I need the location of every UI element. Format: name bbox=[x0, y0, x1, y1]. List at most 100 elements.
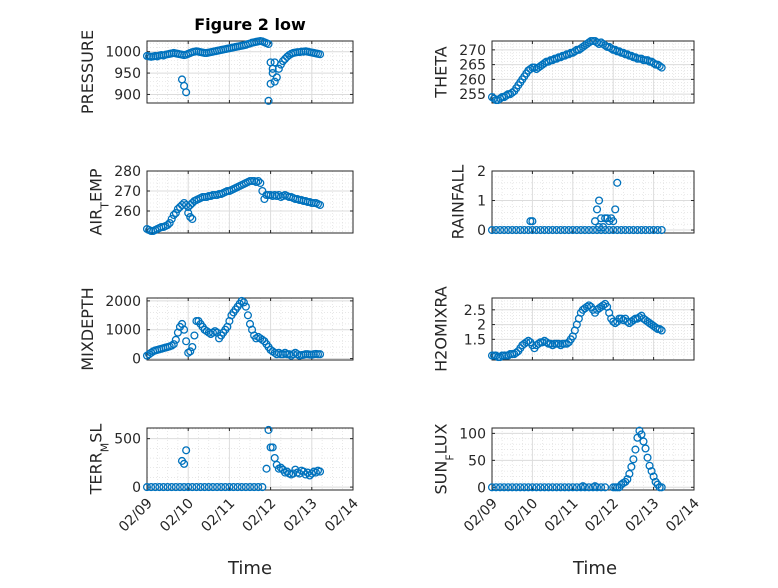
data-point bbox=[188, 214, 197, 224]
y-label-main: AIR bbox=[87, 209, 106, 236]
data-point bbox=[649, 472, 658, 481]
y-axis-label: SUNFLUX bbox=[432, 423, 457, 494]
data-point bbox=[556, 483, 565, 492]
x-tick-label: 02/13 bbox=[623, 496, 663, 536]
data-point bbox=[595, 223, 604, 232]
y-tick-label: 100 bbox=[459, 426, 486, 442]
data-point bbox=[278, 57, 288, 66]
data-point bbox=[180, 325, 189, 334]
data-point bbox=[184, 208, 193, 218]
data-point bbox=[524, 483, 533, 492]
data-point bbox=[544, 225, 553, 235]
data-point bbox=[315, 50, 325, 59]
y-tick-label: 900 bbox=[114, 87, 141, 103]
data-point bbox=[613, 225, 622, 235]
data-point bbox=[184, 202, 193, 212]
data-point bbox=[276, 463, 285, 472]
data-point bbox=[208, 483, 217, 492]
data-point bbox=[175, 483, 185, 492]
y-tick-label: 260 bbox=[114, 204, 141, 220]
data-point bbox=[212, 483, 222, 492]
data-point bbox=[173, 204, 182, 214]
data-point bbox=[491, 483, 501, 492]
data-point bbox=[184, 483, 193, 492]
y-tick-label: 0 bbox=[132, 352, 141, 368]
data-point bbox=[491, 351, 501, 360]
y-label-main: TERR bbox=[87, 452, 106, 495]
data-point bbox=[496, 225, 505, 235]
y-axis-label: H2OMIXRA bbox=[432, 286, 451, 372]
data-point bbox=[516, 225, 525, 235]
data-point bbox=[315, 467, 325, 476]
data-point bbox=[617, 225, 626, 235]
data-point bbox=[631, 445, 640, 454]
data-point bbox=[655, 62, 664, 71]
data-point bbox=[270, 58, 279, 67]
data-point bbox=[647, 467, 656, 476]
y-tick-label: 260 bbox=[459, 72, 486, 88]
data-point bbox=[210, 327, 220, 336]
data-point bbox=[204, 483, 213, 492]
data-point bbox=[512, 483, 521, 492]
subplot-4: 0 1 2 RAINFALL bbox=[449, 164, 695, 239]
data-point bbox=[186, 347, 195, 356]
x-tick-label: 02/11 bbox=[542, 496, 582, 536]
figure-title: Figure 2 low bbox=[194, 15, 306, 34]
subplot-8: 02/09 02/10 02/11 02/12 02/13 02/14050100SUNF… bbox=[432, 423, 703, 535]
data-point bbox=[171, 208, 180, 218]
data-point bbox=[621, 225, 630, 235]
data-point bbox=[315, 200, 325, 210]
data-point bbox=[171, 335, 180, 344]
data-point bbox=[601, 483, 610, 492]
data-point bbox=[639, 437, 648, 446]
subplot-7: 02/09 02/10 02/11 02/12 02/13 02/140500TERRMS… bbox=[87, 424, 362, 536]
y-tick-label: 1000 bbox=[105, 45, 141, 61]
x-tick-label: 02/14 bbox=[663, 495, 703, 535]
y-tick-label: 255 bbox=[459, 87, 486, 103]
subplot-6: 1.522.5 H2OMIXRA bbox=[432, 286, 695, 372]
y-tick-label: 1000 bbox=[105, 323, 141, 339]
data-point bbox=[657, 225, 666, 235]
data-point bbox=[169, 210, 178, 220]
data-point bbox=[657, 483, 666, 492]
y-label-subscript: M bbox=[98, 443, 111, 453]
data-point bbox=[552, 483, 561, 492]
data-point bbox=[180, 459, 189, 468]
y-axis-label: MIXDEPTH bbox=[78, 287, 97, 370]
data-point bbox=[192, 483, 201, 492]
data-point bbox=[266, 79, 275, 88]
data-point bbox=[270, 77, 279, 86]
data-point bbox=[512, 348, 521, 357]
data-point bbox=[260, 194, 269, 204]
data-point bbox=[516, 483, 525, 492]
data-point bbox=[254, 176, 263, 186]
data-point bbox=[237, 296, 246, 305]
data-point bbox=[151, 483, 160, 492]
data-point bbox=[239, 298, 248, 307]
x-axis-label-left: Time bbox=[227, 558, 272, 579]
data-point bbox=[568, 483, 577, 492]
y-label-main: MIXDEPTH bbox=[78, 287, 97, 370]
x-tick-label: 02/09 bbox=[461, 496, 501, 536]
data-point bbox=[613, 178, 622, 187]
data-series bbox=[487, 426, 666, 492]
y-tick-label: 0 bbox=[477, 223, 486, 239]
data-point bbox=[229, 483, 238, 492]
data-point bbox=[241, 302, 250, 311]
y-tick-label: 2 bbox=[477, 318, 486, 334]
data-point bbox=[637, 430, 646, 439]
data-point bbox=[554, 339, 563, 348]
data-point bbox=[182, 88, 191, 97]
data-point bbox=[264, 39, 273, 49]
data-point bbox=[645, 461, 654, 470]
y-tick-label: 265 bbox=[459, 58, 486, 74]
data-point bbox=[487, 483, 497, 492]
y-label-main: PRESSURE bbox=[78, 30, 97, 114]
data-point bbox=[186, 200, 195, 210]
data-point bbox=[315, 350, 325, 359]
data-point bbox=[256, 178, 265, 188]
x-tick-label: 02/12 bbox=[240, 496, 280, 536]
y-axis-label: PRESSURE bbox=[78, 30, 97, 114]
data-point bbox=[599, 223, 608, 232]
data-point bbox=[564, 225, 573, 235]
